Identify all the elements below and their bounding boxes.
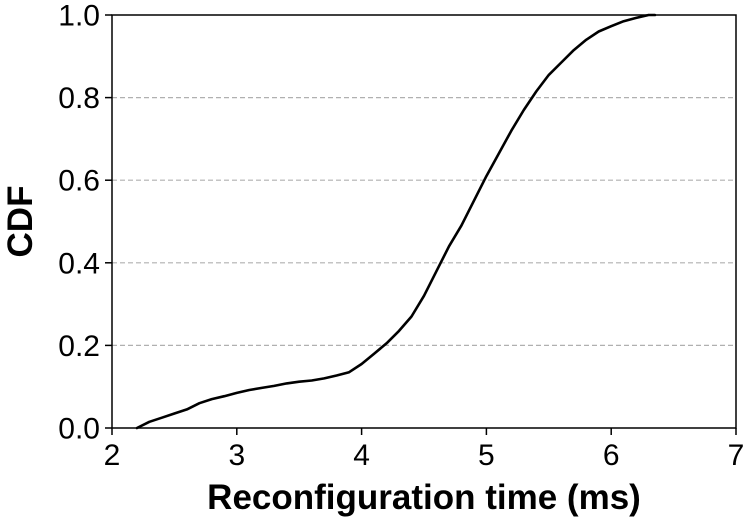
x-tick-label: 6 — [603, 439, 620, 472]
x-tick-label: 4 — [353, 439, 370, 472]
x-tick-label: 2 — [104, 439, 121, 472]
x-tick-label: 7 — [728, 439, 745, 472]
y-axis-title: CDF — [1, 186, 40, 258]
grid-lines — [112, 96, 736, 346]
y-tick-label: 0.0 — [58, 413, 100, 446]
y-tick-label: 1.0 — [58, 0, 100, 33]
x-tick-label: 3 — [228, 439, 245, 472]
y-tick-label: 0.6 — [58, 165, 100, 198]
y-tick-label: 0.8 — [58, 82, 100, 115]
series-layer — [135, 13, 657, 430]
y-tick-label: 0.2 — [58, 330, 100, 363]
axis-ticks: 0.0 0.2 0.4 0.6 0.8 1.0 2 3 4 5 6 7 — [58, 0, 744, 472]
plot-frame — [111, 14, 737, 429]
y-tick-label: 0.4 — [58, 247, 100, 280]
x-axis-title: Reconfiguration time (ms) — [207, 478, 641, 517]
cdf-series-line — [135, 13, 657, 430]
x-tick-label: 5 — [478, 439, 495, 472]
